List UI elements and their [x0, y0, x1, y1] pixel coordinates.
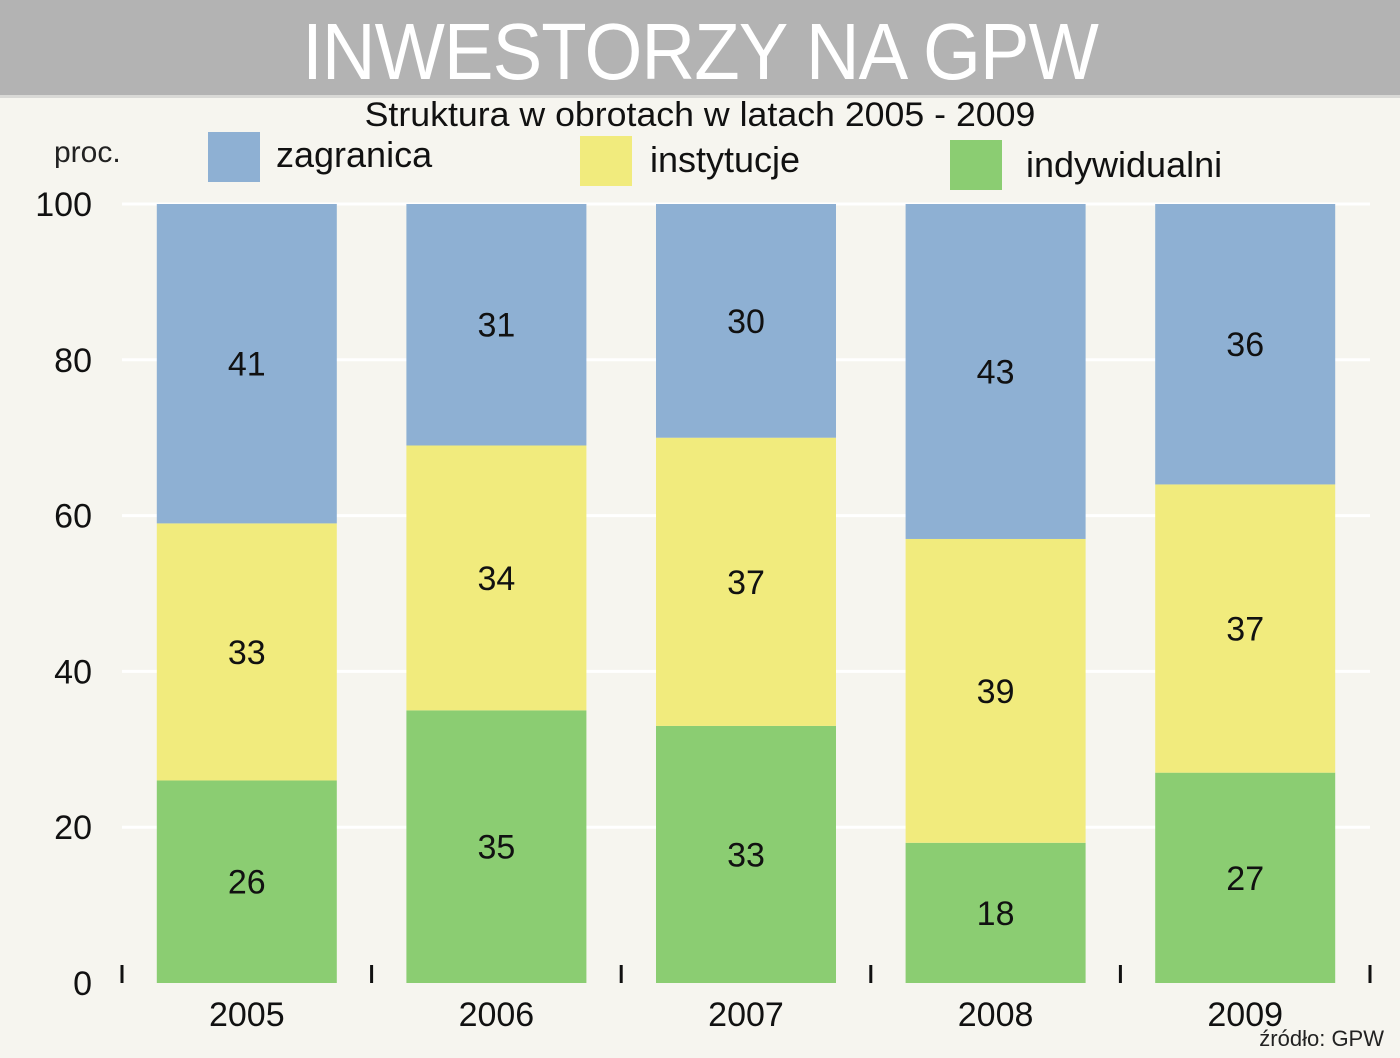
legend-swatch-instytucje — [580, 136, 632, 186]
title-bar: INWESTORZY NA GPW — [0, 0, 1400, 98]
bar-value-label: 36 — [1226, 326, 1264, 364]
chart-subtitle: Struktura w obrotach w latach 2005 - 200… — [364, 96, 1036, 134]
bar-zagranica-2005 — [156, 204, 337, 524]
bar-value-label: 37 — [1226, 611, 1264, 649]
bar-indywidualni-2005 — [156, 780, 337, 983]
bar-zagranica-2008 — [905, 204, 1086, 539]
x-tick-label: 2008 — [958, 996, 1034, 1034]
y-tick-label: 40 — [54, 653, 92, 691]
bar-value-label: 33 — [727, 836, 765, 874]
legend-swatch-zagranica — [208, 132, 260, 182]
bar-zagranica-2009 — [1155, 204, 1336, 485]
legend-swatch-indywidualni — [950, 140, 1002, 190]
bar-instytucje-2008 — [905, 538, 1086, 843]
y-tick-label: 60 — [54, 498, 92, 536]
bar-value-label: 41 — [228, 346, 266, 384]
x-tick-label: 2006 — [459, 996, 535, 1034]
x-tick-label: 2007 — [708, 996, 784, 1034]
source-note: źródło: GPW — [1259, 1026, 1384, 1051]
x-tick-label: 2009 — [1207, 996, 1283, 1034]
bar-zagranica-2007 — [656, 204, 836, 438]
bar-value-label: 27 — [1226, 860, 1264, 898]
y-tick-label: 0 — [73, 965, 92, 1003]
bar-value-label: 34 — [477, 560, 515, 598]
bar-indywidualni-2008 — [905, 842, 1086, 983]
page-title: INWESTORZY NA GPW — [302, 7, 1099, 96]
bar-instytucje-2007 — [656, 437, 836, 726]
y-tick-label: 100 — [35, 186, 92, 224]
legend-label-zagranica: zagranica — [276, 134, 433, 175]
bar-value-label: 39 — [977, 673, 1015, 711]
legend-label-instytucje: instytucje — [650, 139, 801, 180]
bar-zagranica-2006 — [406, 204, 587, 446]
y-tick-label: 80 — [54, 342, 92, 380]
bar-instytucje-2005 — [156, 523, 337, 781]
y-tick-label: 20 — [54, 809, 92, 847]
bar-value-label: 37 — [727, 564, 765, 602]
bar-value-label: 30 — [727, 303, 765, 341]
bar-value-label: 35 — [477, 829, 515, 867]
bar-value-label: 18 — [977, 895, 1015, 933]
bar-value-label: 31 — [477, 307, 515, 345]
bar-indywidualni-2009 — [1155, 772, 1336, 983]
bar-value-label: 26 — [228, 864, 266, 902]
bar-instytucje-2006 — [406, 445, 587, 711]
y-axis-label: proc. — [54, 136, 121, 169]
bar-value-label: 43 — [977, 353, 1015, 391]
bar-instytucje-2009 — [1155, 484, 1336, 773]
legend-label-indywidualni: indywidualni — [1026, 144, 1223, 185]
bar-value-label: 33 — [228, 634, 266, 672]
bar-indywidualni-2007 — [656, 725, 836, 983]
x-tick-label: 2005 — [209, 996, 285, 1034]
bar-indywidualni-2006 — [406, 710, 587, 983]
